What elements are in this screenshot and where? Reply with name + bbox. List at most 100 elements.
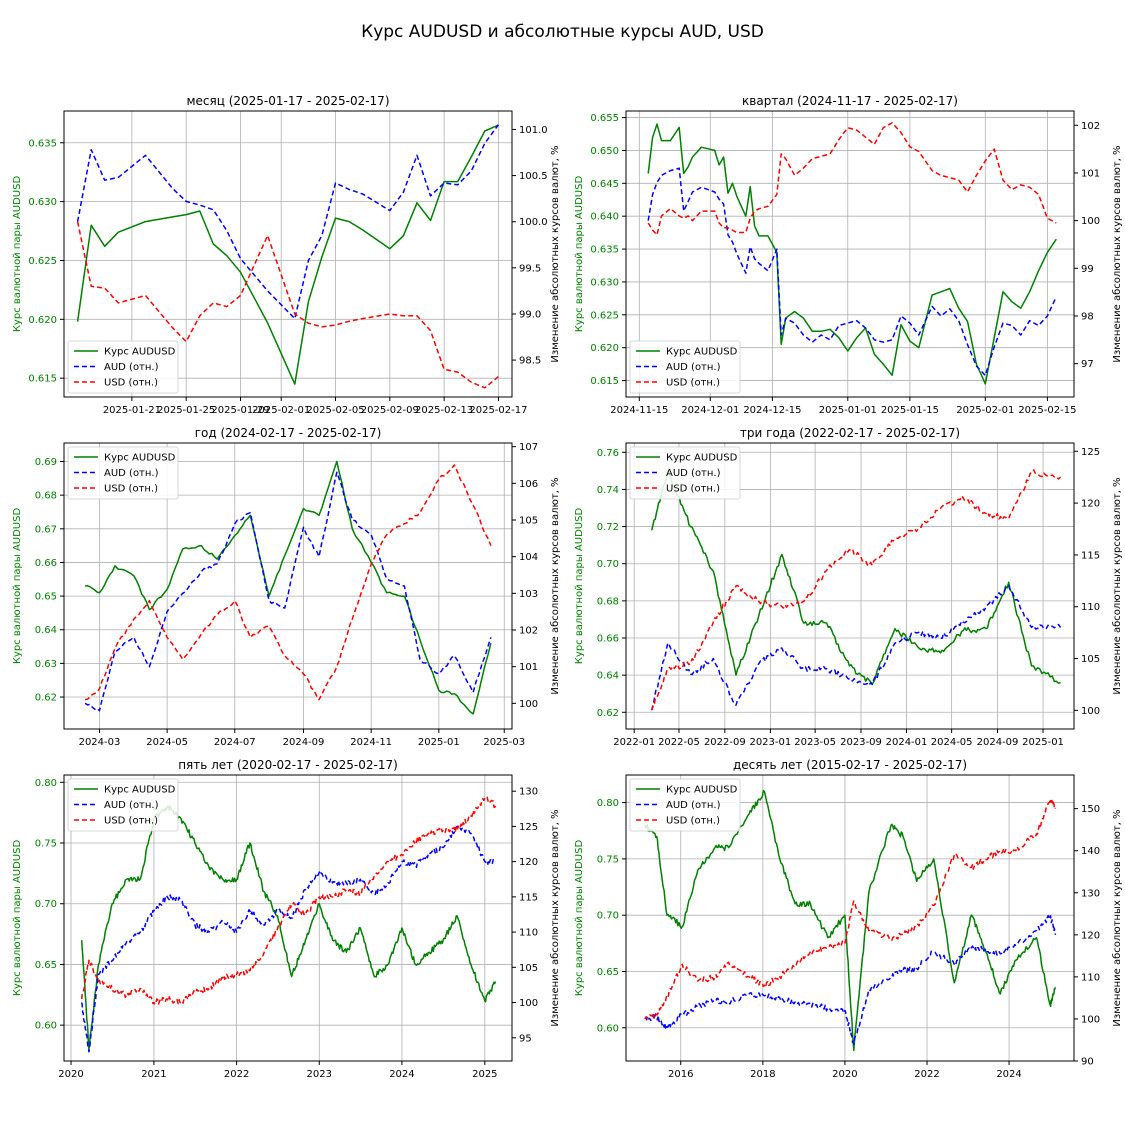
chart-1-ylabel-left: Курс валютной пары AUDUSD: [12, 176, 23, 333]
chart-4-ytick-left-label: 0.74: [597, 485, 619, 496]
chart-4-legend-label: Курс AUDUSD: [666, 453, 738, 464]
chart-4: 2022-01 2022-05 2022-09 2023-01 2023-05 2023-…: [574, 426, 1123, 748]
chart-4-xtick-label: 2022-09: [704, 737, 746, 748]
chart-6-ytick-right-label: 120: [1081, 930, 1100, 941]
chart-1-ytick-right-label: 100.0: [519, 217, 548, 228]
chart-4-series: [650, 469, 1062, 711]
chart-5-ytick-right-label: 120: [519, 857, 538, 868]
chart-2-line-aud: [647, 167, 1057, 377]
chart-3-ylabel-right: Изменение абсолютных курсов валют, %: [550, 477, 561, 694]
chart-6-legend: Курс AUDUSD AUD (отн.) USD (отн.): [629, 778, 741, 832]
chart-4-ytick-left-label: 0.72: [597, 522, 619, 533]
chart-3-ytick-right-label: 100: [519, 699, 538, 710]
chart-4-frame: [625, 442, 1075, 730]
chart-6-xtick-label: 2022: [914, 1069, 939, 1080]
chart-4-title: три года (2022-02-17 - 2025-02-17): [740, 426, 960, 440]
chart-4-legend: Курс AUDUSD AUD (отн.) USD (отн.): [629, 446, 741, 500]
chart-2-legend-label: AUD (отн.): [666, 362, 721, 373]
chart-6-ytick-right-label: 150: [1081, 804, 1100, 815]
chart-1-legend-label: AUD (отн.): [104, 362, 159, 373]
chart-3-ytick-left-label: 0.69: [35, 457, 57, 468]
chart-5-ytick-left-label: 0.70: [35, 899, 57, 910]
chart-2-ytick-right-label: 100: [1081, 216, 1100, 227]
chart-4-line-audusd: [650, 470, 1061, 686]
chart-panels: 2025-01-212025-01-252025-01-292025-02-01…: [12, 94, 1123, 1080]
chart-3-xtick-label: 2024-11: [350, 737, 392, 748]
chart-5-ylabel-right: Изменение абсолютных курсов валют, %: [550, 809, 561, 1026]
chart-3-ytick-left-label: 0.64: [35, 625, 57, 636]
chart-2-ylabel-right: Изменение абсолютных курсов валют, %: [1112, 145, 1123, 362]
chart-1-ytick-left-label: 0.615: [28, 374, 57, 385]
chart-4-xtick-label: 2025-01: [1022, 737, 1064, 748]
chart-4-xtick-label: 2023-09: [840, 737, 882, 748]
chart-4-ylabel-left: Курс валютной пары AUDUSD: [574, 508, 585, 665]
chart-1-frame: [63, 110, 513, 398]
chart-3-xtick-label: 2024-09: [283, 737, 325, 748]
chart-6-xtick-label: 2020: [832, 1069, 857, 1080]
chart-2-xtick-label: 2024-12-15: [743, 405, 801, 416]
chart-6-series: [644, 790, 1057, 1052]
chart-3: 2024-03 2024-05 2024-07 2024-09 2024-11 2025-…: [12, 426, 561, 748]
chart-3-series: [84, 460, 492, 715]
chart-2-ytick-right-label: 97: [1081, 359, 1094, 370]
chart-1-ytick-right-label: 99.5: [519, 263, 541, 274]
chart-6-ytick-right-label: 140: [1081, 846, 1100, 857]
chart-3-frame: [63, 442, 513, 730]
chart-1-line-audusd: [76, 124, 499, 385]
chart-1-ytick-right-label: 98.5: [519, 356, 541, 367]
chart-2-legend-label: Курс AUDUSD: [666, 347, 738, 358]
chart-6-legend-box: [629, 778, 741, 832]
chart-1-xtick-label: 2025-02-13: [415, 405, 473, 416]
chart-2-xtick-label: 2025-02-01: [956, 405, 1014, 416]
chart-1-line-aud: [76, 124, 500, 320]
chart-5-ytick-right-label: 130: [519, 787, 538, 798]
chart-3-ytick-right-label: 103: [519, 589, 538, 600]
chart-2-ytick-left-label: 0.625: [590, 310, 619, 321]
chart-5-xtick-label: 2020: [58, 1069, 83, 1080]
chart-5-xtick-label: 2023: [307, 1069, 332, 1080]
chart-6-frame: [625, 774, 1075, 1062]
chart-3-xtick-label: 2024-07: [214, 737, 256, 748]
chart-3-ytick-right-label: 102: [519, 626, 538, 637]
chart-5-title: пять лет (2020-02-17 - 2025-02-17): [178, 758, 398, 772]
chart-1-line-usd: [76, 221, 499, 389]
chart-3-xtick-label: 2025-01: [418, 737, 460, 748]
chart-1-xtick-label: 2025-02-09: [361, 405, 419, 416]
chart-2-xtick-label: 2024-11-15: [610, 405, 668, 416]
chart-4-legend-label: USD (отн.): [666, 484, 720, 495]
chart-5-series: [80, 795, 497, 1053]
chart-5-legend-label: AUD (отн.): [104, 800, 159, 811]
chart-2-ytick-left-label: 0.630: [590, 277, 619, 288]
chart-1-ytick-left-label: 0.625: [28, 256, 57, 267]
chart-6-line-aud: [644, 914, 1057, 1045]
chart-2-ytick-left-label: 0.645: [590, 179, 619, 190]
chart-5-ytick-right-label: 110: [519, 928, 538, 939]
chart-1-ytick-left-label: 0.620: [28, 315, 57, 326]
chart-2-ytick-right-label: 98: [1081, 311, 1094, 322]
chart-3-ytick-left-label: 0.66: [35, 558, 57, 569]
chart-5-xtick-label: 2025: [472, 1069, 497, 1080]
chart-6-legend-label: AUD (отн.): [666, 800, 721, 811]
chart-5-ytick-left-label: 0.80: [35, 778, 57, 789]
chart-2-xtick-label: 2025-01-15: [881, 405, 939, 416]
chart-3-ytick-left-label: 0.68: [35, 491, 57, 502]
chart-3-ytick-right-label: 106: [519, 479, 538, 490]
chart-2-xtick-label: 2024-12-01: [681, 405, 739, 416]
chart-6-ytick-right-label: 100: [1081, 1014, 1100, 1025]
chart-4-ylabel-right: Изменение абсолютных курсов валют, %: [1112, 477, 1123, 694]
chart-1-ytick-right-label: 99.0: [519, 309, 541, 320]
chart-1-legend: Курс AUDUSD AUD (отн.) USD (отн.): [67, 340, 179, 394]
chart-6-legend-label: Курс AUDUSD: [666, 785, 738, 796]
chart-2-ylabel-left: Курс валютной пары AUDUSD: [574, 176, 585, 333]
chart-3-ytick-left-label: 0.63: [35, 659, 57, 670]
chart-1: 2025-01-212025-01-252025-01-292025-02-01…: [12, 94, 561, 416]
chart-3-line-audusd: [85, 460, 492, 715]
chart-3-ytick-left-label: 0.65: [35, 592, 57, 603]
chart-3-legend-label: USD (отн.): [104, 484, 158, 495]
chart-4-ytick-right-label: 120: [1081, 499, 1100, 510]
chart-2-xtick-label: 2025-02-15: [1018, 405, 1076, 416]
chart-1-series: [76, 124, 500, 389]
chart-3-legend-label: AUD (отн.): [104, 468, 159, 479]
chart-4-xtick-label: 2024-01: [886, 737, 928, 748]
